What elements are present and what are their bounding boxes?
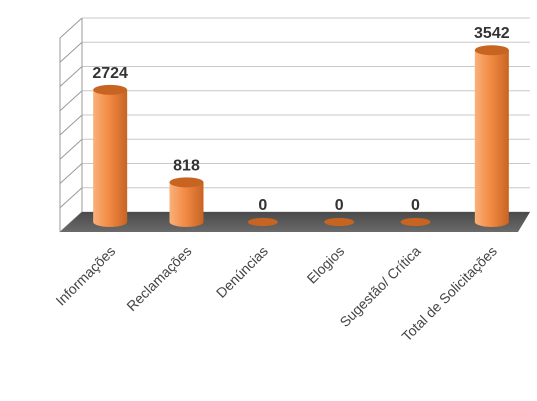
side-wall-grid-line <box>59 90 83 112</box>
bar-zero-disk <box>324 218 355 226</box>
data-label: 0 <box>411 197 420 214</box>
data-labels: 2724 818 0 0 0 3542 <box>92 25 509 214</box>
bar-top <box>93 84 128 95</box>
bar-top <box>169 177 204 188</box>
x-tick-label: Sugestão/ Crítica <box>336 243 423 330</box>
bar-top <box>474 45 509 56</box>
x-tick-label: Denúncias <box>213 243 271 301</box>
bar <box>474 45 509 228</box>
x-tick-label: Elogios <box>304 243 348 287</box>
bar-body <box>169 182 204 227</box>
bar-body <box>93 89 128 227</box>
x-tick-label: Reclamações <box>123 243 194 314</box>
side-wall-grid-line <box>59 187 83 209</box>
grid-lines <box>59 17 530 233</box>
data-label: 3542 <box>474 25 510 42</box>
chart-floor <box>60 212 530 232</box>
bar-zero-disk <box>247 218 278 226</box>
data-label: 2724 <box>92 65 128 82</box>
data-label: 0 <box>335 197 344 214</box>
bar-series <box>93 45 509 228</box>
side-wall-grid-line <box>59 17 83 39</box>
x-tick-labels: Informações Reclamações Denúncias ElogiosSu… <box>52 243 499 345</box>
side-wall-grid-line <box>59 41 83 63</box>
bar-body <box>474 50 509 228</box>
chart-axes <box>59 18 530 232</box>
bar <box>169 177 204 227</box>
data-label: 0 <box>258 197 267 214</box>
bar <box>93 84 128 227</box>
side-wall-grid-line <box>59 66 83 87</box>
side-wall-grid-line <box>59 163 83 184</box>
data-label: 818 <box>173 157 200 174</box>
bar-zero-disk <box>400 218 431 226</box>
side-wall-grid-line <box>59 138 83 160</box>
side-wall-grid-line <box>59 114 83 136</box>
x-tick-label: Informações <box>52 243 118 309</box>
